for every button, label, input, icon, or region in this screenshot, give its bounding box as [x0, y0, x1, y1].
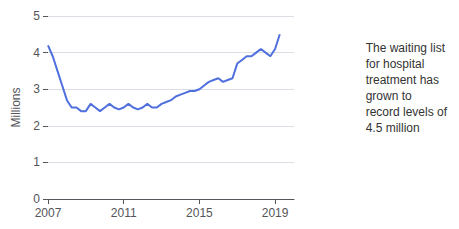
svg-text:5: 5	[33, 9, 40, 23]
svg-text:4: 4	[33, 46, 40, 60]
svg-text:3: 3	[33, 82, 40, 96]
svg-text:2011: 2011	[111, 206, 137, 220]
svg-text:2019: 2019	[262, 206, 289, 220]
svg-text:1: 1	[33, 155, 40, 169]
svg-text:for hospital: for hospital	[366, 57, 425, 71]
svg-text:record levels of: record levels of	[366, 105, 448, 119]
svg-text:0: 0	[33, 192, 40, 206]
svg-text:4.5 million: 4.5 million	[366, 121, 420, 135]
svg-text:2007: 2007	[35, 206, 62, 220]
svg-text:grown to: grown to	[366, 89, 412, 103]
svg-text:The waiting list: The waiting list	[366, 41, 446, 55]
svg-text:Millions: Millions	[9, 87, 23, 127]
svg-text:2015: 2015	[186, 206, 213, 220]
svg-text:2: 2	[33, 119, 40, 133]
svg-text:treatment has: treatment has	[366, 73, 439, 87]
